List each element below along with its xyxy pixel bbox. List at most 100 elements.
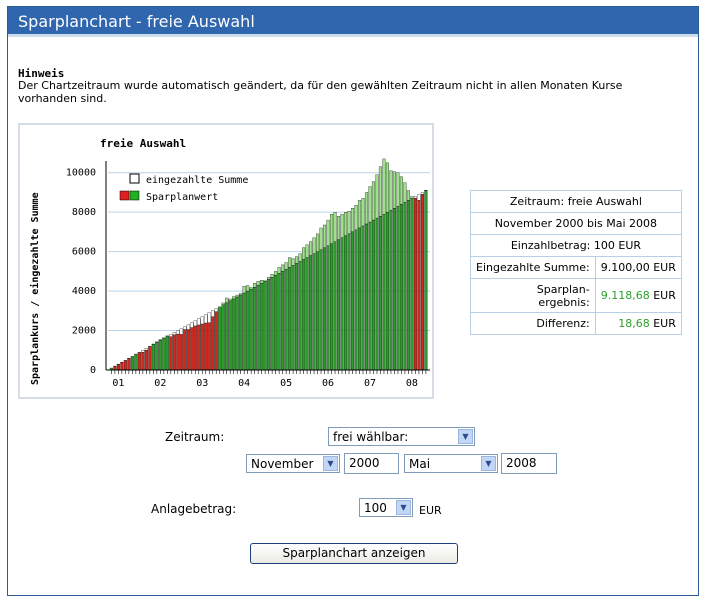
bar-gain-excess: [316, 233, 320, 252]
bar-gain-excess: [288, 257, 292, 268]
bar-value: [123, 360, 127, 371]
bar-value: [207, 322, 211, 371]
bar-gain-excess: [392, 171, 397, 209]
bar-value: [267, 279, 271, 371]
bar-value: [316, 251, 320, 371]
bar-gain-excess: [295, 256, 299, 264]
bar-gain-excess: [270, 274, 274, 278]
y-tick-label: 10000: [66, 168, 96, 179]
bar-value: [151, 344, 155, 371]
einzahlbetrag-cell: Einzahlbetrag: 100 EUR: [470, 234, 682, 257]
chart-svg: 0 2000 4000 6000 8000 10000 01 02 03 04 05 06 07 08 f…: [29, 137, 430, 389]
bar-paid-excess: [214, 308, 218, 312]
bar-value: [309, 255, 313, 371]
bar-value: [288, 267, 292, 371]
bar-value: [165, 336, 169, 371]
bar-gain-excess: [305, 244, 309, 258]
ergebnis-label: Sparplan-ergebnis:: [470, 278, 596, 313]
bar-value: [371, 219, 376, 371]
anlage-select[interactable]: 100 ▼: [359, 498, 413, 517]
bar-gain-excess: [228, 298, 232, 302]
bar-paid-excess: [193, 320, 197, 327]
bar-value: [130, 356, 134, 371]
differenz-value: 18,68: [618, 317, 650, 330]
bar-value: [274, 275, 278, 371]
eingezahlt-value: 9.100,00 EUR: [594, 256, 682, 279]
bar-value: [186, 329, 190, 371]
page-title: Sparplanchart - freie Auswahl: [8, 7, 698, 37]
bar-paid-excess: [207, 312, 211, 323]
show-chart-button[interactable]: Sparplanchart anzeigen: [250, 543, 458, 564]
anlage-label: Anlagebetrag:: [151, 502, 237, 516]
bar-paid-excess: [169, 334, 173, 337]
start-year-input[interactable]: 2000: [344, 453, 399, 474]
bar-value: [378, 215, 383, 371]
bar-gain-excess: [385, 162, 390, 213]
bar-value: [406, 200, 410, 371]
eingezahlt-label: Eingezahlte Summe:: [470, 256, 596, 279]
bar-value: [225, 302, 229, 371]
bar-paid-excess: [144, 348, 148, 351]
bar-value: [347, 233, 351, 371]
bar-paid-excess: [420, 192, 424, 195]
bar-value: [200, 323, 204, 371]
differenz-label: Differenz:: [470, 312, 596, 335]
bar-value: [144, 350, 148, 371]
bar-gain-excess: [281, 264, 285, 272]
savings-plan-chart: 0 2000 4000 6000 8000 10000 01 02 03 04 05 06 07 08 f…: [18, 123, 434, 399]
zeitraum-cell: Zeitraum: freie Auswahl: [470, 190, 682, 213]
bar-value: [281, 271, 285, 371]
bar-value: [364, 223, 369, 371]
bar-gain-excess: [242, 286, 246, 294]
bar-value: [291, 265, 295, 371]
bar-paid-excess: [200, 316, 204, 325]
bar-gain-excess: [403, 182, 407, 203]
bar-value: [190, 327, 194, 371]
bar-value: [333, 241, 337, 371]
bar-value: [323, 247, 327, 371]
y-tick-label: 6000: [72, 247, 96, 258]
bar-value: [413, 198, 417, 371]
bar-gain-excess: [326, 219, 330, 246]
y-tick-label: 2000: [72, 326, 96, 337]
bar-gain-excess: [336, 215, 341, 240]
bar-value: [389, 210, 393, 371]
bar-value: [253, 286, 257, 371]
y-tick-label: 0: [90, 365, 96, 376]
bar-value: [270, 277, 274, 371]
bar-gain-excess: [347, 211, 351, 235]
bar-gain-excess: [309, 241, 313, 256]
bar-value: [141, 352, 145, 371]
bar-gain-excess: [319, 227, 323, 250]
bar-value: [120, 362, 124, 371]
end-month-select[interactable]: Mai ▼: [404, 454, 498, 473]
bar-value: [392, 208, 397, 371]
chevron-down-icon: ▼: [323, 456, 338, 471]
bar-gain-excess: [260, 280, 264, 284]
bar-gain-excess: [399, 176, 403, 205]
bar-gain-excess: [389, 170, 393, 211]
x-tick-label: 06: [322, 378, 334, 389]
bar-value: [204, 322, 208, 371]
bar-value: [176, 333, 180, 371]
bar-paid-excess: [186, 324, 190, 330]
x-tick-label: 02: [154, 378, 166, 389]
bar-gain-excess: [284, 262, 288, 270]
bar-value: [158, 340, 162, 371]
start-month-select[interactable]: November ▼: [246, 454, 340, 473]
bar-gain-excess: [350, 208, 355, 233]
bar-value: [246, 290, 250, 371]
bar-value: [155, 342, 159, 371]
end-year-input[interactable]: 2008: [501, 453, 557, 474]
bar-value: [239, 294, 243, 371]
differenz-value-cell: 18,68 EUR: [594, 312, 682, 335]
bar-gain-excess: [354, 205, 358, 231]
bar-value: [183, 329, 187, 371]
bar-value: [232, 298, 236, 371]
zeitraum-select[interactable]: frei wählbar: ▼: [328, 427, 475, 446]
bar-value: [417, 200, 421, 371]
bar-value: [127, 358, 131, 371]
period-cell: November 2000 bis Mai 2008: [470, 212, 682, 235]
bar-value: [382, 214, 386, 371]
chart-title: freie Auswahl: [100, 137, 186, 150]
